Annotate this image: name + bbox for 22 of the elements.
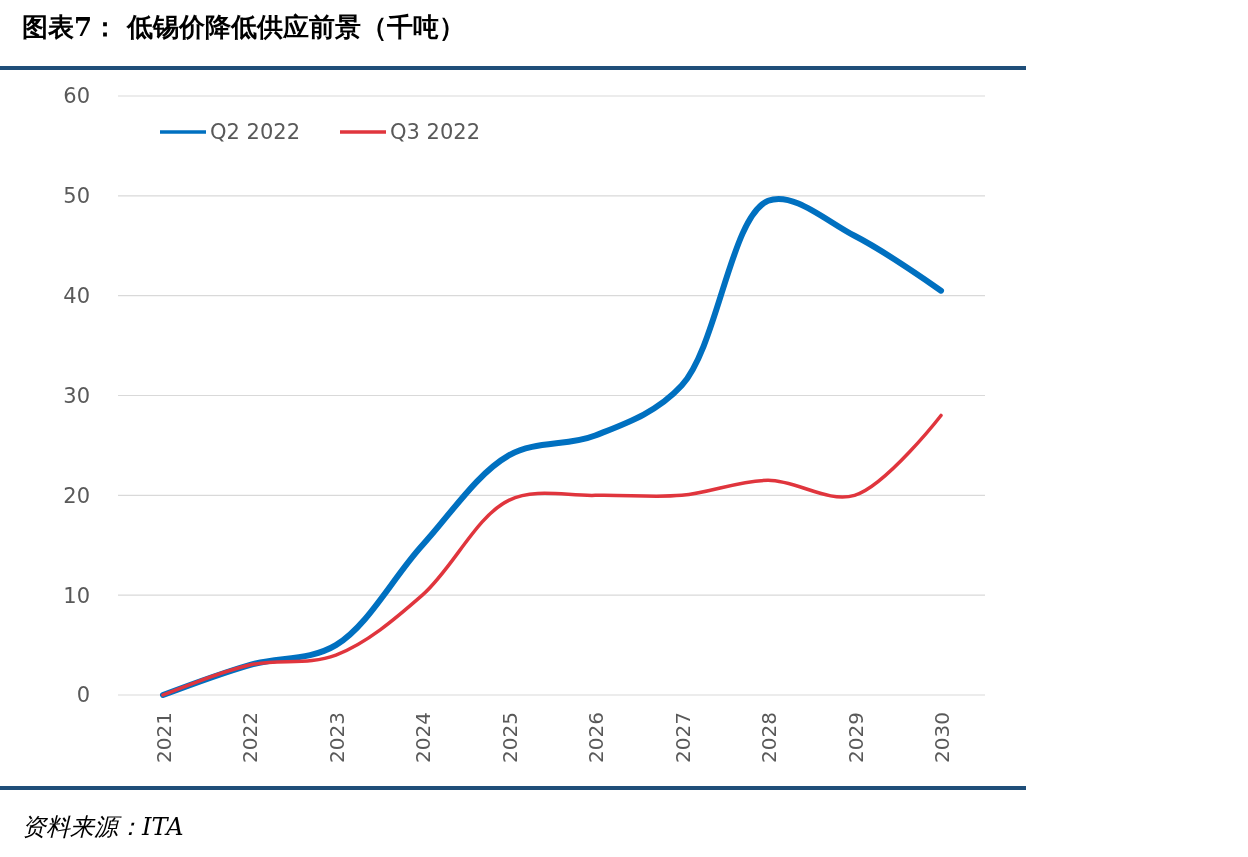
x-tick-label: 2029	[843, 712, 868, 763]
x-tick-label: 2028	[757, 712, 782, 763]
text: 资料来源：ITA	[22, 813, 184, 841]
chart-title: 图表7： 低锡价降低供应前景（千吨）	[22, 12, 466, 42]
y-tick-label: 10	[63, 583, 90, 608]
y-tick-label: 50	[63, 184, 90, 209]
legend-label: Q2 2022	[210, 120, 301, 145]
y-tick-label: 30	[63, 383, 90, 408]
x-tick-label: 2025	[497, 712, 522, 763]
x-tick-label: 2024	[411, 712, 436, 763]
x-tick-label: 2022	[238, 712, 263, 763]
x-tick-label: 2027	[670, 712, 695, 763]
y-tick-label: 40	[63, 284, 90, 309]
y-tick-label: 60	[63, 84, 90, 109]
line-series	[161, 413, 943, 697]
x-tick-label: 2030	[930, 712, 954, 763]
x-tick-label: 2023	[324, 712, 349, 763]
x-tick-label: 2026	[584, 712, 609, 763]
x-tick-label: 2021	[152, 712, 176, 763]
y-tick-label: 0	[76, 683, 90, 708]
y-tick-label: 20	[63, 483, 90, 508]
legend-label: Q3 2022	[390, 120, 481, 145]
